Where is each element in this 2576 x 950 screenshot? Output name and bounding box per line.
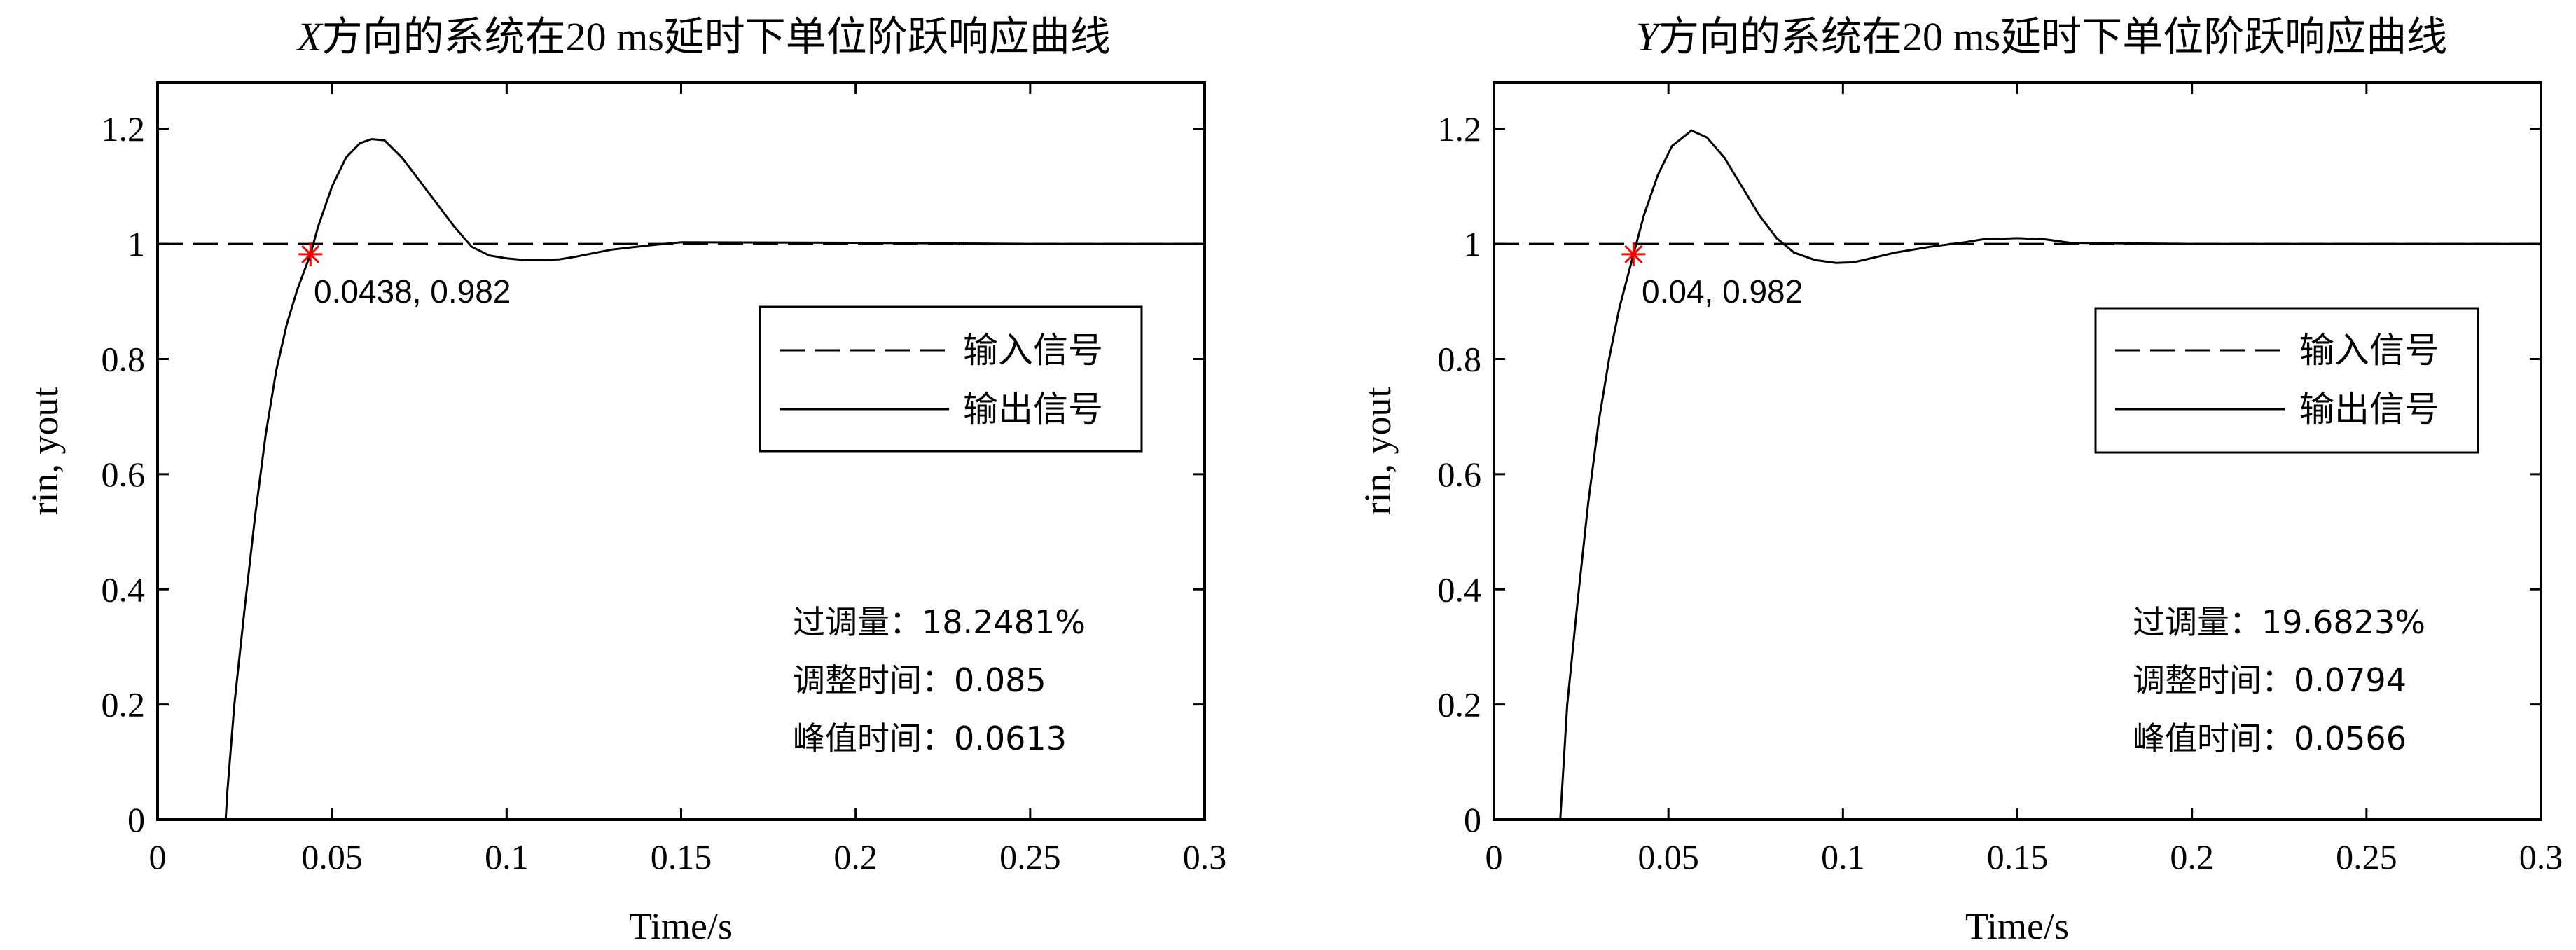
x-tick-label: 0.25 <box>999 837 1061 876</box>
chart-title: X方向的系统在20 ms延时下单位阶跃响应曲线 <box>296 14 1111 60</box>
annotation-label: 0.04, 0.982 <box>1642 273 1803 310</box>
series-group <box>158 137 1205 820</box>
y-tick-label: 0.8 <box>1438 340 1482 379</box>
x-tick-label: 0 <box>1486 837 1503 876</box>
y-axis-label: rin, yout <box>1357 387 1399 516</box>
stat-peak-time: 峰值时间：0.0613 <box>793 720 1067 757</box>
x-tick-labels: 0 0.05 0.1 0.15 0.2 0.25 0.3 <box>1486 837 2563 876</box>
y-tick-label: 0.6 <box>1438 455 1482 494</box>
marker-stroke <box>301 245 320 263</box>
y-tick-label: 1.2 <box>102 109 146 149</box>
y-tick-labels: 0 0.2 0.4 0.6 0.8 1 1.2 <box>1438 109 1482 839</box>
legend-label-input: 输入信号 <box>2299 330 2439 371</box>
x-tick-label: 0.2 <box>2170 837 2214 876</box>
stat-overshoot: 过调量：18.2481% <box>793 603 1086 641</box>
tick-marks <box>156 83 1206 821</box>
y-tick-label: 1 <box>127 224 145 263</box>
y-tick-label: 0.4 <box>102 570 146 609</box>
legend-label-output: 输出信号 <box>963 389 1103 429</box>
series-line-output <box>1559 129 2541 820</box>
y-tick-label: 1.2 <box>1438 109 1482 149</box>
stat-settling-time: 调整时间：0.0794 <box>2133 661 2407 699</box>
y-tick-label: 0.8 <box>102 340 146 379</box>
y-tick-label: 1 <box>1464 224 1481 263</box>
y-tick-label: 0.2 <box>1438 685 1482 724</box>
marker-stroke <box>1624 245 1643 263</box>
chart-x: X方向的系统在20 ms延时下单位阶跃响应曲线 0 0.05 0.1 0.15 0.2 0… <box>24 14 1226 947</box>
series-line-output <box>224 137 1205 820</box>
x-tick-label: 0.25 <box>2336 837 2397 876</box>
stat-settling-time: 调整时间：0.085 <box>793 661 1046 699</box>
x-tick-label: 0 <box>149 837 167 876</box>
legend: 输入信号 输出信号 <box>2094 307 2479 454</box>
title-text: 方向的系统在20 ms延时下单位阶跃响应曲线 <box>1659 14 2447 60</box>
legend-box <box>759 305 1143 453</box>
x-tick-label: 0.1 <box>485 837 529 876</box>
star-marker-icon <box>298 242 323 266</box>
title-variable: X <box>296 14 324 60</box>
y-tick-label: 0 <box>127 800 145 839</box>
y-tick-label: 0.6 <box>102 455 146 494</box>
x-tick-label: 0.3 <box>1183 837 1227 876</box>
y-tick-label: 0 <box>1464 800 1481 839</box>
title-variable: Y <box>1636 14 1663 60</box>
x-axis-label: Time/s <box>1965 905 2069 947</box>
legend-box <box>2094 307 2479 454</box>
x-tick-labels: 0 0.05 0.1 0.15 0.2 0.25 0.3 <box>149 837 1227 876</box>
x-tick-label: 0.1 <box>1821 837 1865 876</box>
x-tick-label: 0.3 <box>2519 837 2563 876</box>
x-tick-label: 0.2 <box>833 837 878 876</box>
chart-title: Y方向的系统在20 ms延时下单位阶跃响应曲线 <box>1636 14 2447 60</box>
chart-y: Y方向的系统在20 ms延时下单位阶跃响应曲线 0 0.05 0.1 0.15 0.2 0… <box>1357 14 2563 947</box>
stats-block: 过调量：18.2481% 调整时间：0.085 峰值时间：0.0613 <box>793 603 1086 757</box>
y-axis-label: rin, yout <box>24 387 66 516</box>
legend: 输入信号 输出信号 <box>759 305 1143 453</box>
x-tick-label: 0.05 <box>1637 837 1699 876</box>
x-axis-label: Time/s <box>629 905 733 947</box>
series-group <box>1494 129 2541 820</box>
annotation: 0.0438, 0.982 <box>298 242 511 310</box>
stat-peak-time: 峰值时间：0.0566 <box>2133 720 2407 757</box>
x-tick-label: 0.15 <box>1987 837 2049 876</box>
legend-label-input: 输入信号 <box>963 330 1103 371</box>
annotation-label: 0.0438, 0.982 <box>314 273 511 310</box>
title-text: 方向的系统在20 ms延时下单位阶跃响应曲线 <box>322 14 1111 60</box>
y-tick-label: 0.2 <box>102 685 146 724</box>
annotation: 0.04, 0.982 <box>1621 242 1803 310</box>
x-tick-label: 0.15 <box>651 837 712 876</box>
y-tick-label: 0.4 <box>1438 570 1482 609</box>
star-marker-icon <box>1621 242 1646 266</box>
legend-label-output: 输出信号 <box>2299 389 2439 429</box>
x-tick-label: 0.05 <box>301 837 363 876</box>
stats-block: 过调量：19.6823% 调整时间：0.0794 峰值时间：0.0566 <box>2133 603 2425 757</box>
stat-overshoot: 过调量：19.6823% <box>2133 603 2425 641</box>
y-tick-labels: 0 0.2 0.4 0.6 0.8 1 1.2 <box>102 109 146 839</box>
